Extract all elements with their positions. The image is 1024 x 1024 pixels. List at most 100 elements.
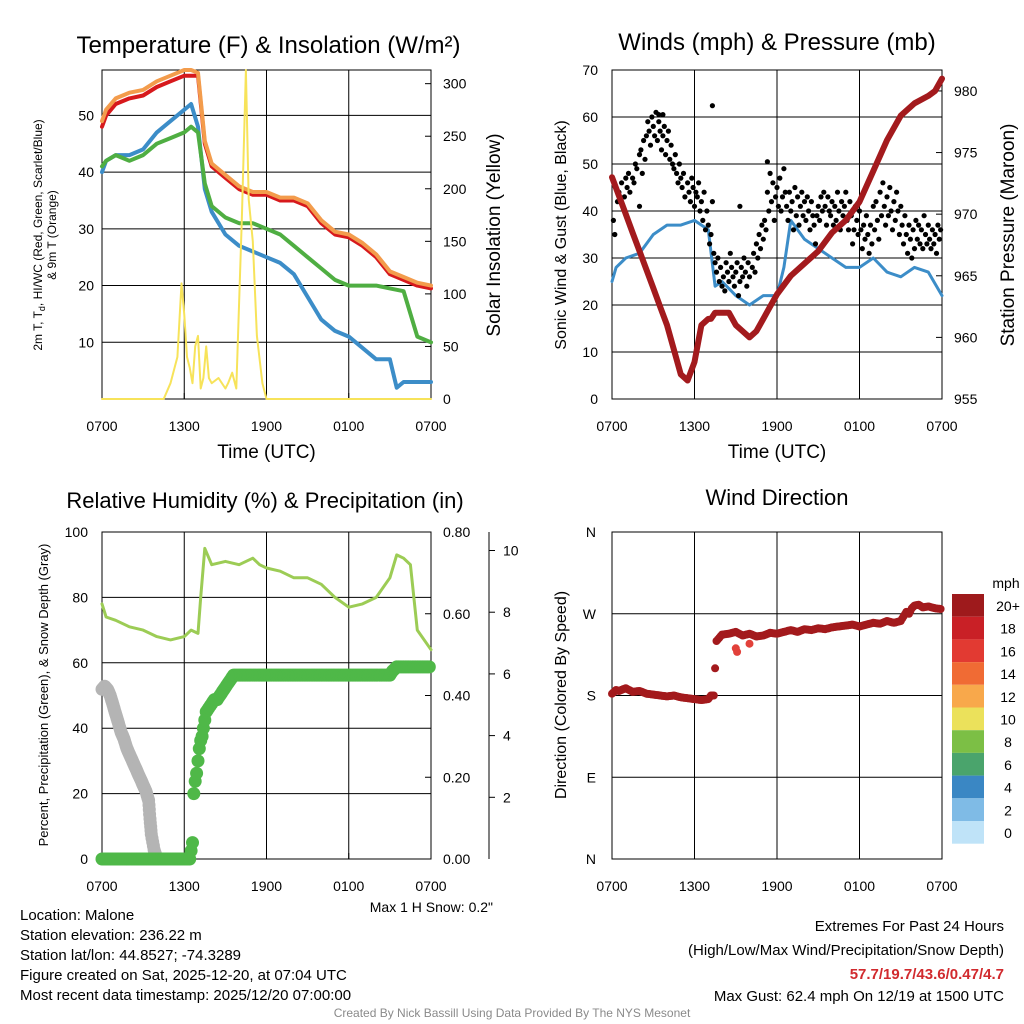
temp-y-axis-label-line2: & 9m T (Orange): [45, 190, 59, 280]
wind-y2-tick-label: 970: [954, 206, 978, 222]
wind-gust-point: [757, 246, 764, 252]
wind-gust-point: [894, 189, 900, 195]
wind-gust-point: [927, 236, 933, 242]
location-text: Location: Malone: [20, 907, 135, 924]
wind-gust-point: [639, 170, 645, 176]
rh-y2-tick-label: 0.00: [443, 851, 470, 867]
wind-gust-point: [932, 231, 938, 238]
dir-legend-title: mph: [992, 575, 1019, 591]
wind-x-axis-label: Time (UTC): [728, 442, 827, 463]
rh-y-tick-label: 60: [72, 655, 88, 671]
wind-gust-point: [652, 133, 658, 139]
wind-gust-point: [668, 142, 674, 148]
wind-gust-point: [630, 175, 636, 181]
wind-y-tick-label: 20: [582, 297, 598, 313]
wind-gust-point: [819, 208, 826, 214]
wind-gust-point: [803, 217, 809, 223]
wind-gust-point: [889, 227, 896, 233]
dir-point: [733, 647, 742, 656]
wind-gust-point: [898, 203, 904, 209]
wind-gust-point: [865, 231, 871, 238]
dir-legend-label: 0: [1004, 825, 1012, 841]
wind-gust-point: [745, 260, 751, 266]
wind-y-tick-label: 30: [582, 250, 598, 266]
wind-gust-point: [821, 189, 827, 195]
wind-x-tick-label: 0100: [844, 418, 875, 434]
wind-gust-point: [804, 194, 810, 200]
wind-gust-point: [647, 142, 654, 148]
wind-gust-point: [786, 189, 793, 195]
wind-gust-point: [872, 227, 878, 233]
wind-gust-point: [707, 241, 713, 247]
wind-gust-point: [753, 241, 760, 247]
wind-gust-point: [764, 189, 771, 195]
wind-gust-point: [665, 128, 672, 134]
dir-legend-label: 6: [1004, 757, 1012, 773]
wind-gust-point: [771, 217, 777, 223]
wind-plot-frame: [611, 69, 943, 400]
wind-gust-point: [925, 222, 931, 228]
wind-gust-point: [759, 222, 765, 228]
wind-gust-point: [619, 180, 625, 186]
temp-y-tick-label: 10: [78, 334, 94, 350]
wind-y-tick-label: 60: [582, 109, 598, 125]
wind-gust-point: [878, 213, 885, 219]
wind-gust-point: [862, 236, 868, 242]
wind-gust-point: [656, 112, 662, 118]
wind-gust-point: [847, 199, 853, 205]
wind-gust-point: [931, 241, 937, 247]
wind-gust-point: [874, 217, 881, 223]
wind-series-station-pressure: [609, 75, 945, 384]
wind-gust-point: [722, 288, 728, 294]
wind-gust-point: [766, 208, 772, 214]
temp-y2-tick-label: 100: [443, 286, 467, 302]
wind-gust-point: [690, 184, 696, 191]
wind-gust-point: [735, 293, 742, 299]
wind-gust-point: [768, 199, 775, 205]
wind-x-tick-label: 0700: [926, 418, 957, 434]
dir-legend-label: 4: [1004, 780, 1012, 796]
wind-gust-point: [638, 147, 644, 153]
wind-gust-point: [698, 199, 705, 205]
wind-gust-point: [680, 170, 687, 176]
dir-legend-swatch: [952, 684, 984, 708]
rh-precip-point: [422, 660, 436, 674]
wind-gust-point: [810, 213, 816, 219]
wind-gust-point: [636, 203, 643, 209]
wind-gust-point: [789, 199, 795, 205]
extremes-title: Extremes For Past 24 Hours: [814, 918, 1004, 935]
wind-gust-point: [730, 274, 736, 280]
wind-gust-point: [916, 222, 922, 228]
wind-gust-point: [884, 194, 890, 200]
wind-gust-point: [646, 128, 652, 134]
wind-gust-point: [675, 180, 681, 186]
wind-x-tick-label: 1900: [761, 418, 792, 434]
wind-gust-point: [734, 260, 740, 266]
wind-gust-point: [632, 161, 639, 167]
wind-gust-point: [895, 208, 901, 214]
wind-gust-point: [782, 189, 788, 195]
wind-chart-title: Winds (mph) & Pressure (mb): [618, 29, 935, 56]
wind-gust-point: [682, 194, 688, 200]
dir-point: [936, 605, 945, 613]
dir-point: [709, 691, 718, 700]
temp-series-hi-wc: [100, 124, 433, 345]
wind-gust-point: [812, 241, 819, 247]
wind-gust-point: [700, 217, 706, 223]
wind-gust-point: [784, 203, 790, 209]
dir-x-tick-label: 0700: [596, 878, 627, 894]
wind-gust-point: [911, 246, 918, 252]
wind-gust-point: [929, 227, 936, 233]
wind-gust-point: [793, 213, 799, 219]
temp-x-tick-label: 1300: [169, 418, 200, 434]
wind-gust-point: [918, 227, 925, 233]
wind-gust-point: [896, 231, 903, 238]
wind-gust-point: [899, 222, 905, 228]
wind-gust-point: [790, 227, 797, 233]
wind-gust-point: [936, 236, 942, 242]
wind-gust-point: [729, 264, 735, 270]
wind-gust-point: [752, 269, 758, 275]
wind-gust-point: [625, 170, 632, 176]
wind-gust-point: [708, 231, 714, 238]
rh-precip-point: [191, 754, 205, 768]
